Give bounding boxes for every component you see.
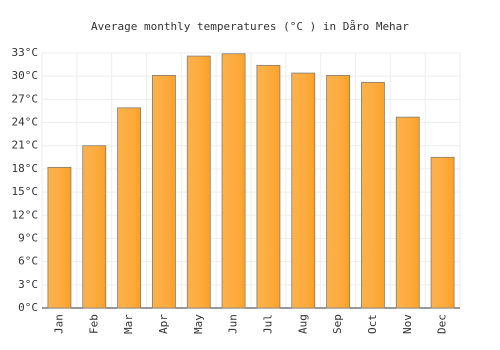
y-tick-label: 0°C — [18, 301, 38, 314]
y-tick-label: 18°C — [12, 162, 39, 175]
chart-title: Average monthly temperatures (°C ) in Dǟ… — [91, 20, 409, 33]
y-tick-label: 30°C — [12, 69, 39, 82]
x-tick-label: Aug — [296, 314, 309, 334]
x-tick-label: Oct — [366, 314, 379, 334]
bar-shade — [361, 82, 385, 308]
x-tick-label: Apr — [157, 314, 170, 334]
bar-shade — [152, 75, 176, 308]
x-tick-label: Jul — [261, 314, 274, 334]
y-tick-label: 33°C — [12, 46, 39, 59]
bar-shade — [222, 53, 246, 308]
bar-shade — [117, 107, 141, 308]
x-tick-label: May — [192, 314, 205, 334]
bar-shade — [326, 75, 350, 308]
x-tick-label: Jun — [227, 314, 240, 334]
bar-shade — [431, 157, 455, 308]
y-tick-label: 6°C — [18, 255, 38, 268]
y-tick-label: 15°C — [12, 185, 39, 198]
bar-shade — [291, 73, 315, 308]
y-tick-label: 12°C — [12, 208, 39, 221]
x-tick-label: Dec — [436, 314, 449, 334]
bar-shade — [47, 167, 71, 308]
x-tick-label: Jan — [52, 314, 65, 334]
y-tick-label: 24°C — [12, 116, 39, 129]
x-tick-label: Feb — [87, 314, 100, 334]
y-tick-label: 27°C — [12, 92, 39, 105]
x-tick-label: Sep — [331, 314, 344, 334]
bar-shade — [82, 145, 106, 308]
bar-shade — [396, 117, 420, 309]
x-tick-label: Nov — [401, 314, 414, 334]
x-tick-label: Mar — [122, 314, 135, 334]
bar-shade — [256, 65, 280, 308]
y-tick-label: 3°C — [18, 278, 38, 291]
y-tick-label: 21°C — [12, 139, 39, 152]
y-tick-label: 9°C — [18, 231, 38, 244]
bar-shade — [187, 56, 211, 308]
